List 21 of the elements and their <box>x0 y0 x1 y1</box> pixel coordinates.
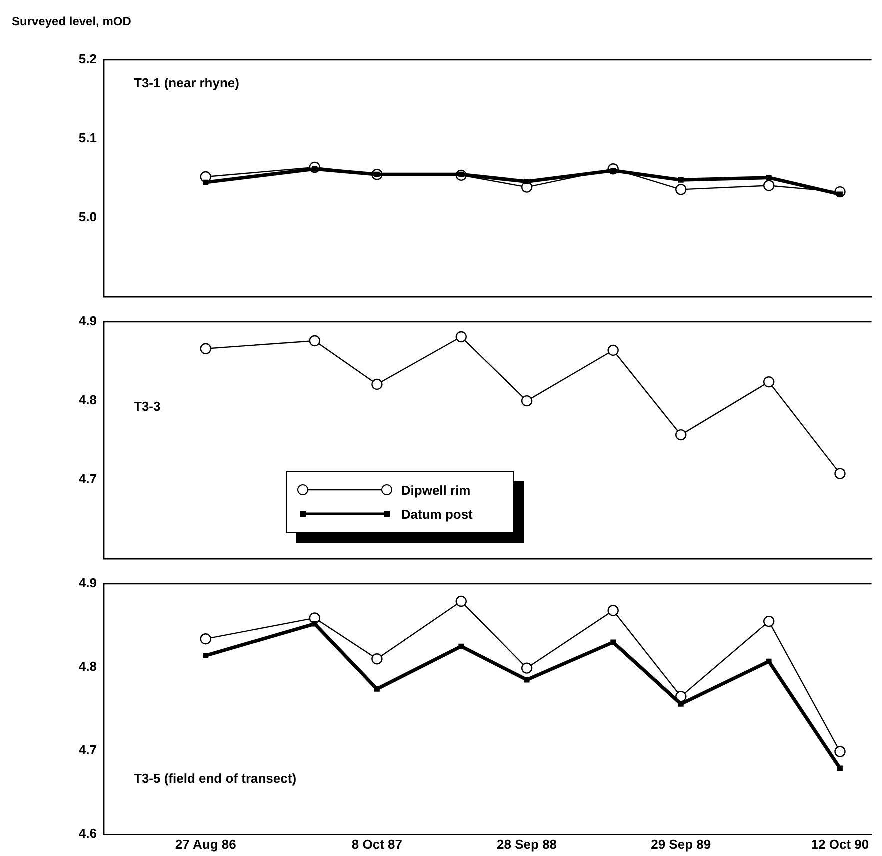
text: T3-1 (near rhyne) <box>134 75 240 90</box>
x-tick-label: 27 Aug 86 <box>175 836 236 852</box>
y-tick-label: 4.9 <box>78 576 97 591</box>
y-tick-label: 4.8 <box>78 659 97 674</box>
legend-label: Datum post <box>401 506 473 522</box>
y-tick-label: 5.2 <box>78 52 97 67</box>
x-tick-label: 8 Oct 87 <box>352 836 402 852</box>
legend-label: Dipwell rim <box>401 482 471 498</box>
y-tick-label: 5.0 <box>78 210 97 225</box>
y-axis-title: Surveyed level, mOD <box>12 14 132 28</box>
y-tick-label: 5.1 <box>78 130 97 146</box>
x-tick-label: 12 Oct 90 <box>811 836 870 852</box>
y-tick-label: 4.9 <box>78 314 97 329</box>
x-tick-label: 29 Sep 89 <box>651 836 712 852</box>
y-tick-label: 4.7 <box>78 472 97 487</box>
y-tick-label: 4.6 <box>78 826 97 841</box>
text: T3-5 (field end of transect) <box>134 770 297 786</box>
y-tick-label: 4.8 <box>78 392 97 408</box>
y-tick-label: 4.7 <box>78 742 97 758</box>
text: T3-3 <box>134 398 161 414</box>
x-tick-label: 28 Sep 88 <box>497 836 558 852</box>
